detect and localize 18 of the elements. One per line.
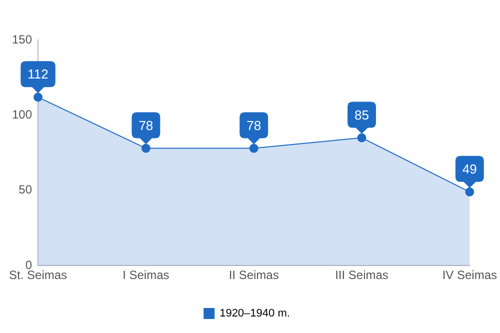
data-label: 85	[354, 107, 369, 122]
data-label: 49	[462, 161, 477, 176]
x-tick-label: I Seimas	[122, 268, 170, 282]
y-tick-label: 50	[18, 182, 32, 197]
point	[357, 133, 366, 142]
point	[465, 187, 474, 196]
legend-label: 1920–1940 m.	[220, 308, 290, 320]
y-tick-label: 150	[12, 32, 32, 46]
x-tick-label: III Seimas	[335, 268, 388, 282]
y-tick-label: 100	[12, 108, 32, 122]
point	[34, 92, 43, 102]
data-label: 78	[246, 118, 262, 133]
x-tick-label: II Seimas	[228, 268, 279, 282]
point	[141, 144, 150, 153]
x-tick-label: IV Seimas	[442, 268, 497, 282]
data-label: 78	[138, 118, 154, 133]
data-label: 112	[28, 66, 48, 82]
point	[249, 144, 258, 153]
